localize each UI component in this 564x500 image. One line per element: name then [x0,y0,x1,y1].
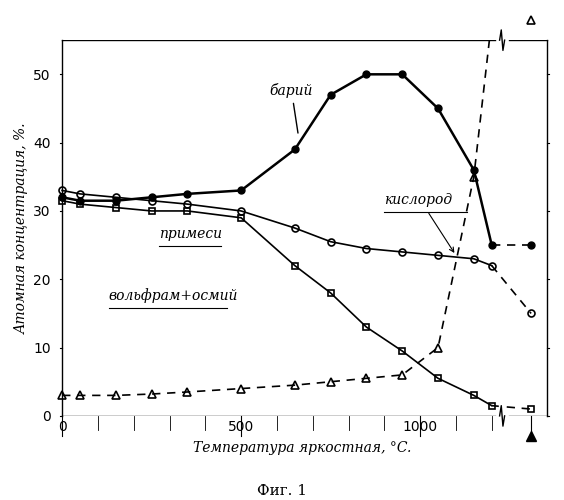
Text: вольфрам+осмий: вольфрам+осмий [109,288,238,303]
Text: кислород: кислород [384,193,452,207]
Y-axis label: Атомная концентрация, %.: Атомная концентрация, %. [15,122,29,334]
X-axis label: Температура яркостная, °C.: Температура яркостная, °C. [193,441,411,455]
Text: Фиг. 1: Фиг. 1 [257,484,307,498]
Text: барий: барий [270,83,313,133]
Text: примеси: примеси [159,228,222,241]
